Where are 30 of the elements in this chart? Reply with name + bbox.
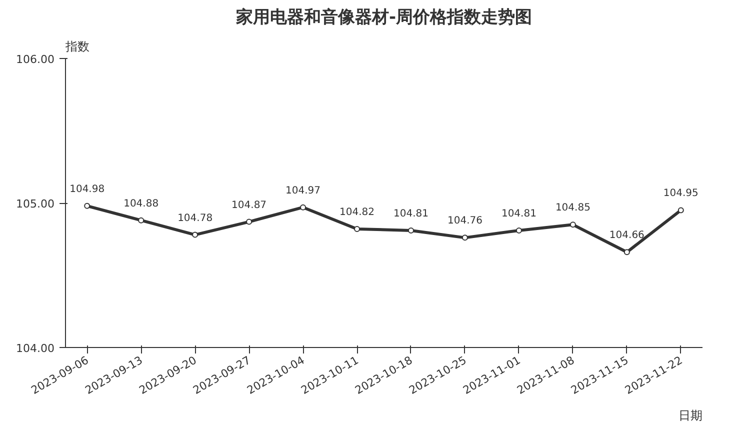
point [138,217,144,224]
y-tick-label: 104.00 [16,342,55,355]
data-label: 104.66 [609,230,644,242]
data-label: 104.88 [124,198,159,210]
point [408,227,414,234]
data-label: 104.76 [447,216,482,227]
data-label: 104.87 [232,200,267,211]
point [354,226,360,232]
data-label: 104.97 [286,185,321,196]
point [678,207,684,214]
point [624,249,630,256]
x-axis-title: 日期 [678,408,702,422]
point [84,202,90,209]
data-label: 104.95 [663,188,698,200]
point [192,232,198,238]
chart-title: 家用电器和音像器材-周价格指数走势图 [234,8,532,28]
data-label: 104.81 [501,208,536,220]
point [516,227,522,234]
data-label: 104.81 [393,208,428,220]
data-label: 104.98 [70,184,105,195]
y-tick-label: 105.00 [16,198,55,210]
point [462,234,468,241]
data-label: 104.78 [178,212,213,224]
point [570,222,576,228]
point [246,218,252,225]
data-label: 104.85 [555,202,590,214]
y-tick-label: 106.00 [16,53,55,66]
y-axis-title: 指数 [64,40,90,54]
point [300,204,306,210]
data-label: 104.82 [340,207,375,218]
